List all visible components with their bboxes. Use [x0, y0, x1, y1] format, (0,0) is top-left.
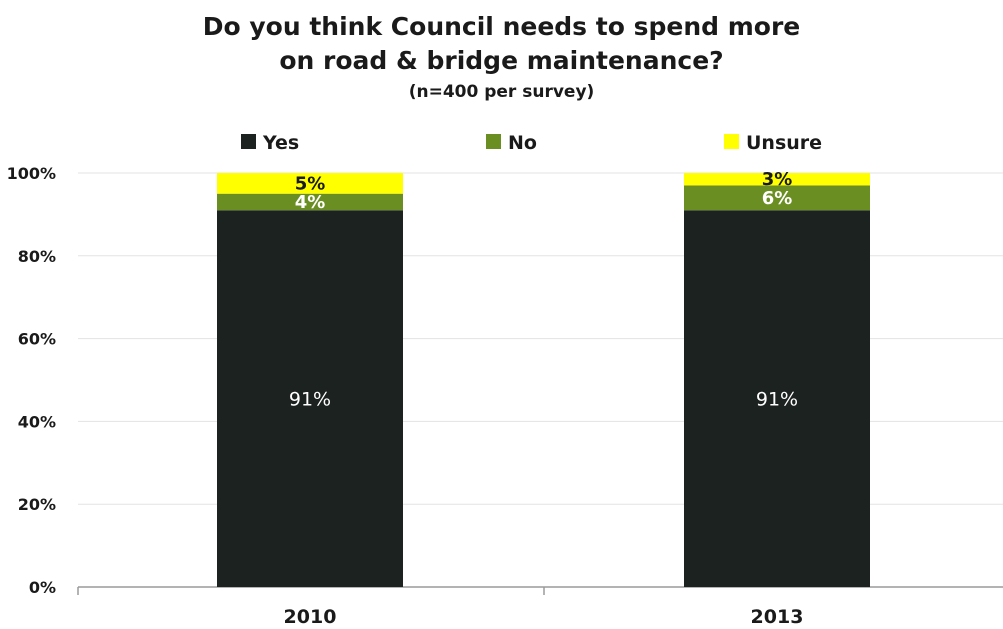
legend-label-unsure: Unsure	[746, 132, 822, 154]
x-tick-label: 2010	[284, 606, 337, 628]
bar-segment-no	[217, 193, 403, 211]
y-tick-label: 0%	[29, 578, 56, 597]
chart-title-line-2: on road & bridge maintenance?	[279, 46, 724, 75]
x-tick-label: 2013	[751, 606, 804, 628]
data-label-yes: 91%	[289, 389, 331, 411]
legend-label-no: No	[508, 132, 537, 154]
legend-label-yes: Yes	[262, 132, 299, 154]
y-tick-label: 40%	[18, 412, 56, 431]
chart-title: Do you think Council needs to spend more	[202, 12, 801, 41]
data-label-unsure: 5%	[295, 173, 326, 194]
y-tick-label: 80%	[18, 247, 56, 266]
legend-swatch-no	[486, 134, 501, 149]
bar-segment-no	[684, 185, 870, 211]
legend-swatch-yes	[241, 134, 256, 149]
bar-segment-yes	[684, 210, 870, 587]
y-tick-label: 100%	[7, 164, 56, 183]
data-label-no: 6%	[762, 188, 793, 209]
bar-segment-unsure	[684, 173, 870, 186]
data-label-no: 4%	[295, 192, 326, 213]
legend-swatch-unsure	[724, 134, 739, 149]
y-tick-label: 60%	[18, 330, 56, 349]
data-label-unsure: 3%	[762, 169, 793, 190]
bar-segment-unsure	[217, 173, 403, 194]
chart-subtitle: (n=400 per survey)	[408, 82, 595, 102]
data-label-yes: 91%	[756, 389, 798, 411]
y-tick-label: 20%	[18, 495, 56, 514]
bar-segment-yes	[217, 210, 403, 587]
